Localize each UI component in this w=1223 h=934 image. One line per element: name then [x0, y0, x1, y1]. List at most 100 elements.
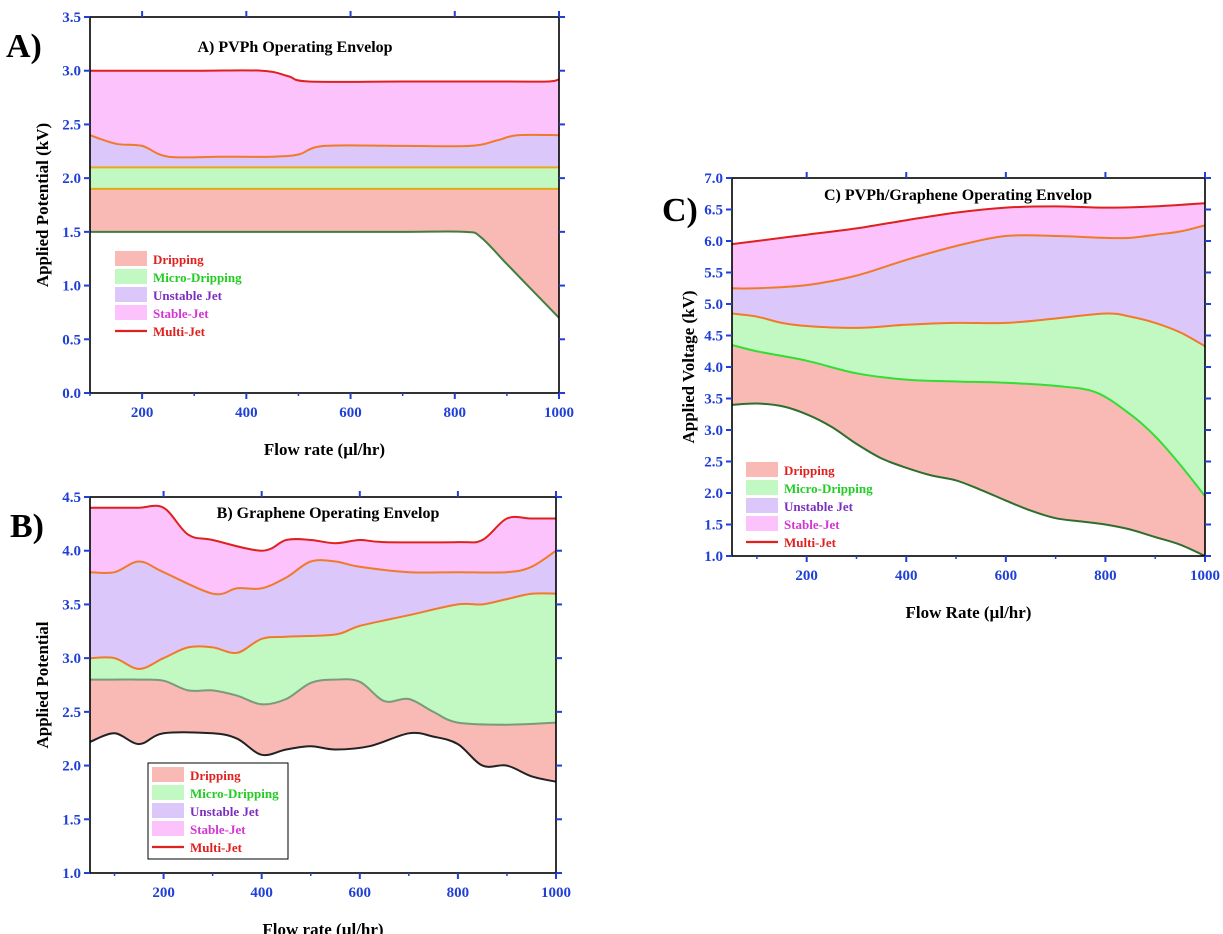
x-tick-label: 400	[250, 885, 273, 901]
y-axis-label: Applied Potential	[33, 621, 52, 748]
boundary-stable-jet-onset	[90, 549, 556, 596]
y-tick-label: 7.0	[704, 171, 723, 187]
legend-label: Unstable Jet	[784, 499, 854, 514]
x-tick-label: 600	[339, 405, 362, 421]
y-axis-label: Applied Voltage (kV)	[679, 290, 698, 443]
x-tick-label: 1000	[1190, 568, 1220, 584]
y-tick-label: 4.5	[62, 490, 81, 506]
chart-title: C) PVPh/Graphene Operating Envelop	[824, 187, 1092, 204]
y-tick-label: 2.5	[704, 455, 723, 471]
y-tick-label: 3.0	[704, 423, 723, 439]
y-tick-label: 1.0	[62, 866, 81, 882]
boundary-multi-jet-onset	[732, 202, 1205, 246]
region-stable-jet	[90, 70, 559, 158]
plot-area	[90, 504, 556, 783]
legend: Dripping Micro-Dripping Unstable Jet Stable…	[746, 462, 873, 550]
x-axis-label: Flow Rate (µl/hr)	[906, 603, 1032, 622]
x-tick-label: 1000	[541, 885, 571, 901]
boundary-micro-dripping-onset	[732, 344, 1205, 497]
y-tick-label: 2.5	[62, 705, 81, 721]
legend-label: Stable-Jet	[190, 822, 246, 837]
y-axis-label: Applied Potential (kV)	[33, 123, 52, 287]
chart-a: 200 400 600 800 1000 0.0 0.5 1.0 1.5 2.0 2.5 3.0 3.5…	[33, 10, 574, 459]
boundary-dripping-onset	[90, 731, 556, 783]
region-micro-dripping	[90, 593, 556, 725]
boundary-unstable-jet-onset	[732, 312, 1205, 348]
plot-frame	[89, 16, 560, 394]
panel-a: A) 200 400 600 800 1000 0.0 0.5 1.0 1.5 2.0 2.5 3.0…	[0, 0, 600, 470]
panel-letter-a: A)	[6, 28, 42, 65]
legend-swatch	[115, 305, 147, 320]
legend-swatch	[746, 480, 778, 495]
x-tick-label: 600	[349, 885, 372, 901]
chart-c: 200 400 600 800 1000 1.0 1.5 2.0 2.5 3.0 3.5 4.0 4.5…	[679, 171, 1220, 622]
legend-swatch	[115, 251, 147, 266]
legend-label: Multi-Jet	[784, 535, 837, 550]
legend-swatch	[746, 462, 778, 477]
region-micro-dripping	[90, 167, 559, 189]
chart-title: A) PVPh Operating Envelop	[197, 39, 392, 56]
y-tick-label: 6.0	[704, 234, 723, 250]
legend-swatch	[152, 767, 184, 782]
y-tick-label: 5.0	[704, 297, 723, 313]
legend-swatch	[115, 269, 147, 284]
legend-label: Stable-Jet	[784, 517, 840, 532]
panel-letter-b: B)	[10, 508, 44, 545]
y-tick-label: 2.0	[62, 759, 81, 775]
boundary-multi-jet-onset	[90, 504, 556, 552]
y-tick-label: 2.0	[62, 171, 81, 187]
legend-swatch	[115, 287, 147, 302]
y-tick-label: 6.5	[704, 203, 723, 219]
boundary-stable-jet-onset	[732, 224, 1205, 290]
legend-label: Unstable Jet	[190, 804, 260, 819]
y-tick-label: 3.5	[62, 10, 81, 26]
legend-label: Dripping	[153, 252, 204, 267]
y-tick-label: 1.0	[704, 549, 723, 565]
region-dripping	[732, 345, 1205, 556]
legend-swatch	[746, 516, 778, 531]
panel-b: B) 200 400 600 800 1000 1.0 1.5 2.0 2.5 3.0 3.5 4.0…	[0, 478, 600, 934]
x-axis-label: Flow rate (µl/hr)	[262, 920, 383, 934]
region-dripping	[90, 188, 559, 318]
legend-swatch	[152, 803, 184, 818]
x-tick-label: 600	[995, 568, 1018, 584]
y-tick-label: 4.5	[704, 329, 723, 345]
legend-label: Micro-Dripping	[153, 270, 242, 285]
y-tick-label: 3.5	[704, 392, 723, 408]
legend-label: Dripping	[190, 768, 241, 783]
boundary-stable-jet-onset	[90, 133, 559, 159]
legend-label: Dripping	[784, 463, 835, 478]
region-micro-dripping	[732, 313, 1205, 497]
chart-b: 200 400 600 800 1000 1.0 1.5 2.0 2.5 3.0 3.5 4.0 4.5…	[33, 490, 571, 934]
panel-c: C) 200 400 600 800 1000 1.0 1.5 2.0 2.5 3.0 3.5 4.0…	[640, 160, 1223, 630]
plot-area	[90, 69, 559, 319]
y-tick-label: 1.0	[62, 279, 81, 295]
y-tick-label: 4.0	[62, 544, 81, 560]
y-tick-label: 3.0	[62, 651, 81, 667]
y-tick-label: 1.5	[62, 225, 81, 241]
x-tick-label: 200	[131, 405, 154, 421]
x-tick-label: 800	[447, 885, 470, 901]
legend-swatch	[152, 785, 184, 800]
legend: Dripping Micro-Dripping Unstable Jet Stable…	[147, 762, 289, 860]
legend-label: Multi-Jet	[190, 840, 243, 855]
region-unstable-jet	[90, 134, 559, 168]
legend-swatch	[746, 498, 778, 513]
region-dripping	[90, 679, 556, 782]
x-tick-label: 200	[795, 568, 818, 584]
boundary-dripping-onset	[732, 402, 1205, 556]
x-axis-label: Flow rate (µl/hr)	[264, 440, 385, 459]
y-tick-label: 1.5	[62, 812, 81, 828]
boundary-multi-jet-onset	[90, 69, 559, 83]
chart-title: B) Graphene Operating Envelop	[217, 505, 440, 522]
x-tick-label: 400	[895, 568, 918, 584]
y-tick-label: 0.5	[62, 332, 81, 348]
panel-letter-c: C)	[662, 192, 698, 229]
boundary-micro-dripping-onset	[90, 678, 556, 726]
x-tick-label: 200	[152, 885, 175, 901]
legend-label: Multi-Jet	[153, 324, 206, 339]
x-tick-label: 800	[1094, 568, 1117, 584]
legend-label: Micro-Dripping	[784, 481, 873, 496]
y-tick-label: 1.5	[704, 518, 723, 534]
legend-swatch	[152, 821, 184, 836]
